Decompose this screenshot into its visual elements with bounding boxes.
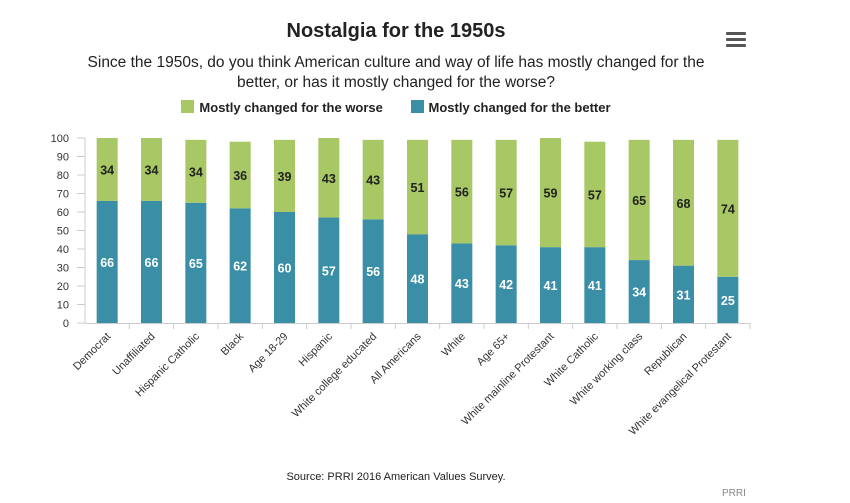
y-tick-label: 40 [57,244,69,256]
bar-worse [451,139,473,244]
data-label-better: 60 [278,262,292,276]
bar-better [96,200,118,323]
chart-subtitle-text: Since the 1950s, do you think American c… [87,54,705,91]
bar-worse [362,139,384,220]
data-label-worse: 34 [189,165,203,179]
bar-better [407,234,428,323]
bar-worse [495,139,517,246]
bar-worse [407,139,428,235]
x-category-label: White working class [568,330,646,408]
data-label-better: 62 [233,260,247,274]
bar-worse [185,139,207,203]
x-category-label: Black [219,330,247,358]
data-label-worse: 65 [632,194,646,208]
bar-better [274,212,295,323]
data-label-better: 25 [721,294,735,308]
legend-item-better[interactable]: Mostly changed for the better [410,100,611,115]
bar-better [141,200,162,323]
y-tick-label: 20 [57,281,69,293]
data-label-worse: 34 [145,163,159,177]
y-tick-label: 0 [63,318,69,330]
x-category-label: Republican [642,331,689,378]
legend-swatch-better [410,100,424,113]
bar-better [540,247,561,323]
bar-worse [673,139,694,266]
legend-label-better: Mostly changed for the better [428,100,611,115]
bar-worse [229,141,251,209]
chart-menu-button[interactable] [726,32,746,48]
bar-better [717,276,739,323]
bar-better [628,260,650,323]
data-label-better: 57 [322,264,336,278]
chart-source: Source: PRRI 2016 American Values Survey… [286,471,506,483]
data-label-worse: 39 [278,170,292,184]
y-tick-label: 80 [57,170,69,182]
data-label-worse: 68 [677,197,691,211]
x-category-label: Age 18-29 [246,331,290,375]
y-tick-label: 70 [57,189,69,201]
bar-better [185,202,207,323]
chart-legend: Mostly changed for the worse Mostly chan… [0,100,792,115]
data-label-worse: 57 [499,187,513,201]
y-tick-label: 50 [57,226,69,238]
hamburger-icon-line [726,44,746,47]
y-tick-label: 30 [57,263,69,275]
legend-label-worse: Mostly changed for the worse [199,100,383,115]
x-category-label: White college educated [290,331,379,420]
hamburger-icon-line [726,38,746,41]
bar-worse [584,141,606,248]
bar-better [495,245,517,323]
chart-title: Nostalgia for the 1950s [286,20,506,42]
data-label-better: 41 [588,279,602,293]
data-label-better: 56 [366,265,380,279]
x-category-label: White [440,331,468,359]
bar-better [584,247,606,323]
data-label-better: 66 [145,256,159,270]
data-label-worse: 74 [721,202,735,216]
x-category-label: Democrat [71,331,113,373]
data-label-better: 34 [632,286,646,300]
data-label-worse: 59 [544,187,558,201]
y-tick-label: 60 [57,207,69,219]
chart-subtitle: Since the 1950s, do you think American c… [0,53,792,93]
bar-better [362,219,384,323]
y-tick-label: 100 [51,133,69,145]
bar-worse [717,139,739,277]
data-label-worse: 34 [100,163,114,177]
bar-worse [141,138,162,201]
bar-better [318,217,340,323]
data-label-better: 66 [100,256,114,270]
data-label-worse: 43 [322,172,336,186]
x-category-label: Unaffiliated [110,331,157,378]
data-label-better: 43 [455,277,469,291]
bar-better [229,208,251,323]
y-tick-label: 10 [57,300,69,312]
x-category-label: Age 65+ [475,331,513,369]
bar-worse [96,138,118,201]
data-label-better: 41 [544,279,558,293]
legend-swatch-worse [181,100,195,113]
bar-worse [318,138,340,218]
legend-item-worse[interactable]: Mostly changed for the worse [181,100,383,115]
bar-better [451,243,473,323]
data-label-better: 48 [411,273,425,287]
bar-worse [274,139,295,212]
hamburger-icon-line [726,32,746,35]
data-label-worse: 43 [366,174,380,188]
x-category-label: Hispanic [297,330,336,369]
bar-worse [628,139,650,261]
chart-credit: PRRI [722,488,746,499]
data-label-better: 31 [677,288,691,302]
data-label-better: 65 [189,257,203,271]
bar-better [673,265,694,323]
bar-worse [540,138,561,248]
data-label-better: 42 [499,278,513,292]
data-label-worse: 51 [411,181,425,195]
data-label-worse: 57 [588,188,602,202]
x-category-label: White mainline Protestant [460,331,557,428]
data-label-worse: 36 [233,169,247,183]
data-label-worse: 56 [455,186,469,200]
y-tick-label: 90 [57,152,69,164]
